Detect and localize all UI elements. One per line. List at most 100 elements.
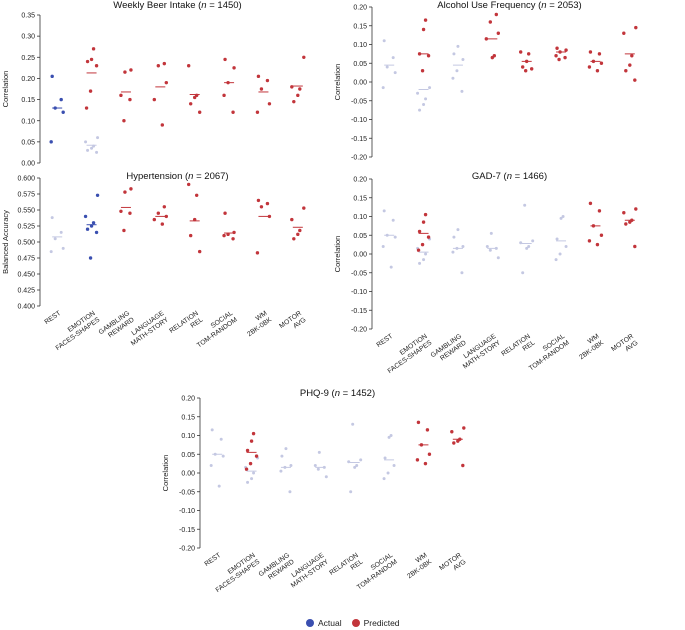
predicted-point xyxy=(259,205,264,209)
actual-point xyxy=(555,237,559,241)
y-axis-label: Correlation xyxy=(333,64,342,101)
y-tick-label: 0.20 xyxy=(181,396,195,403)
actual-point xyxy=(353,465,357,469)
y-tick-label: 0.05 xyxy=(181,452,195,459)
predicted-point xyxy=(461,463,465,468)
actual-point xyxy=(91,221,96,225)
legend-label-actual: Actual xyxy=(318,618,342,628)
predicted-point xyxy=(421,220,426,224)
predicted-point xyxy=(599,233,604,237)
chart-title: Hypertension (n = 2067) xyxy=(126,171,228,182)
y-tick-label: 0.20 xyxy=(21,76,35,83)
actual-point xyxy=(452,52,456,56)
predicted-point xyxy=(122,119,126,123)
predicted-point xyxy=(186,182,191,187)
predicted-point xyxy=(563,55,567,60)
actual-point xyxy=(324,475,328,479)
actual-point xyxy=(422,258,426,262)
y-tick-label: -0.15 xyxy=(351,308,367,315)
x-tick-label: LANGUAGEMATH-STORY xyxy=(285,552,330,590)
y-axis-label: Correlation xyxy=(333,236,342,273)
x-tick-label: REST xyxy=(43,310,62,326)
actual-point xyxy=(418,261,422,265)
actual-point xyxy=(418,108,422,112)
y-tick-label: 0.00 xyxy=(353,80,367,87)
actual-point xyxy=(252,471,256,475)
y-tick-label: 0.15 xyxy=(353,195,367,202)
predicted-point xyxy=(597,52,602,56)
actual-point xyxy=(210,428,214,432)
predicted-point xyxy=(256,74,261,79)
predicted-point xyxy=(427,452,432,456)
predicted-point xyxy=(290,217,294,222)
actual-point xyxy=(381,86,385,90)
actual-marker-icon xyxy=(306,619,314,627)
predicted-point xyxy=(89,57,94,62)
actual-point xyxy=(317,450,321,454)
actual-point xyxy=(554,258,558,262)
actual-point xyxy=(531,239,535,243)
actual-point xyxy=(49,250,53,254)
predicted-point xyxy=(248,461,253,466)
y-tick-label: -0.20 xyxy=(351,327,367,334)
predicted-point xyxy=(628,220,632,224)
predicted-point xyxy=(292,237,296,241)
actual-point xyxy=(359,458,363,462)
predicted-point xyxy=(123,70,127,74)
predicted-point xyxy=(420,69,425,73)
predicted-point xyxy=(223,57,227,62)
y-tick-label: -0.05 xyxy=(351,270,367,277)
predicted-point xyxy=(518,50,523,54)
actual-point xyxy=(389,434,393,437)
predicted-point xyxy=(160,222,165,226)
actual-point xyxy=(393,71,397,75)
chart-title: Alcohol Use Frequency (n = 2053) xyxy=(437,0,581,11)
x-tick-label: MOTORAVG xyxy=(278,310,307,337)
predicted-point xyxy=(152,97,157,102)
y-tick-label: -0.05 xyxy=(179,489,195,496)
predicted-point xyxy=(265,78,270,83)
actual-point xyxy=(527,245,531,248)
predicted-point xyxy=(624,222,628,226)
y-tick-label: 0.550 xyxy=(17,208,35,215)
actual-point xyxy=(288,490,292,494)
predicted-point xyxy=(296,232,300,237)
y-tick-label: 0.10 xyxy=(353,42,367,49)
actual-point xyxy=(393,235,397,239)
predicted-point xyxy=(450,430,454,434)
predicted-point xyxy=(599,61,604,65)
actual-point xyxy=(217,484,221,488)
predicted-point xyxy=(624,69,628,73)
predicted-point xyxy=(587,65,592,69)
actual-point xyxy=(489,231,493,235)
predicted-point xyxy=(88,89,93,93)
actual-point xyxy=(485,245,489,248)
predicted-point xyxy=(298,228,302,233)
predicted-point xyxy=(484,37,489,41)
y-tick-label: -0.10 xyxy=(351,117,367,124)
actual-point xyxy=(219,437,223,441)
x-tick-label: RELATIONREL xyxy=(328,552,364,584)
predicted-point xyxy=(162,61,167,66)
predicted-point xyxy=(622,211,626,215)
y-tick-label: 0.25 xyxy=(21,55,35,62)
y-tick-label: 0.05 xyxy=(353,233,367,240)
predicted-point xyxy=(302,206,306,210)
y-tick-label: 0.450 xyxy=(17,272,35,279)
y-tick-label: 0.00 xyxy=(181,471,195,478)
actual-point xyxy=(382,209,386,213)
predicted-point xyxy=(251,431,256,436)
predicted-point xyxy=(588,201,593,206)
predicted-point xyxy=(416,420,421,425)
x-tick-label: GAMBLINGREWARD xyxy=(258,552,296,585)
y-tick-label: 0.425 xyxy=(17,288,35,295)
predicted-point xyxy=(231,110,235,114)
predicted-point xyxy=(259,87,264,91)
predicted-point xyxy=(164,214,169,219)
predicted-point xyxy=(119,93,123,98)
predicted-point xyxy=(152,217,157,222)
y-tick-label: 0.600 xyxy=(17,176,35,183)
predicted-point xyxy=(423,212,428,217)
predicted-point xyxy=(526,52,531,56)
actual-point xyxy=(88,256,93,260)
